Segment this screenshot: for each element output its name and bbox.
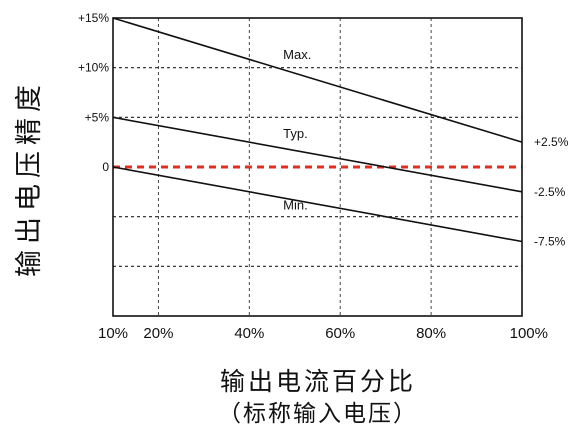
y-tick-label-right: -2.5% [534,185,566,199]
y-axis-title: 输出电压精度 [14,79,45,277]
series-line-max [112,17,523,143]
series-label: Max. [283,47,311,62]
x-tick-label: 80% [416,325,446,342]
series-label: Min. [283,198,308,213]
y-tick-label: +5% [85,110,110,124]
x-tick-label: 60% [325,325,355,342]
tick-labels: +15% +10% +5% 0 +2.5% -2.5% -7.5% 10% 20% 40% 60% 8… [78,11,569,342]
x-tick-label: 100% [510,325,548,342]
y-tick-label: +15% [78,11,109,25]
x-axis-subtitle: （标称输入电压） [218,401,418,427]
grid [113,18,522,316]
x-tick-label: 20% [143,325,173,342]
x-axis-title: 输出电流百分比 [220,367,416,396]
series-line-typ [112,116,523,193]
series-label: Typ. [283,126,308,141]
x-tick-label: 10% [98,325,128,342]
series-group: Max. Typ. Min. [112,17,523,243]
axis-titles: 输出电压精度 输出电流百分比 （标称输入电压） [14,79,418,427]
series-line-min [112,166,523,243]
y-tick-label: 0 [102,160,109,174]
y-tick-label: +10% [78,61,109,75]
y-tick-label-right: +2.5% [534,135,569,149]
y-tick-label-right: -7.5% [534,235,566,249]
x-tick-label: 40% [234,325,264,342]
